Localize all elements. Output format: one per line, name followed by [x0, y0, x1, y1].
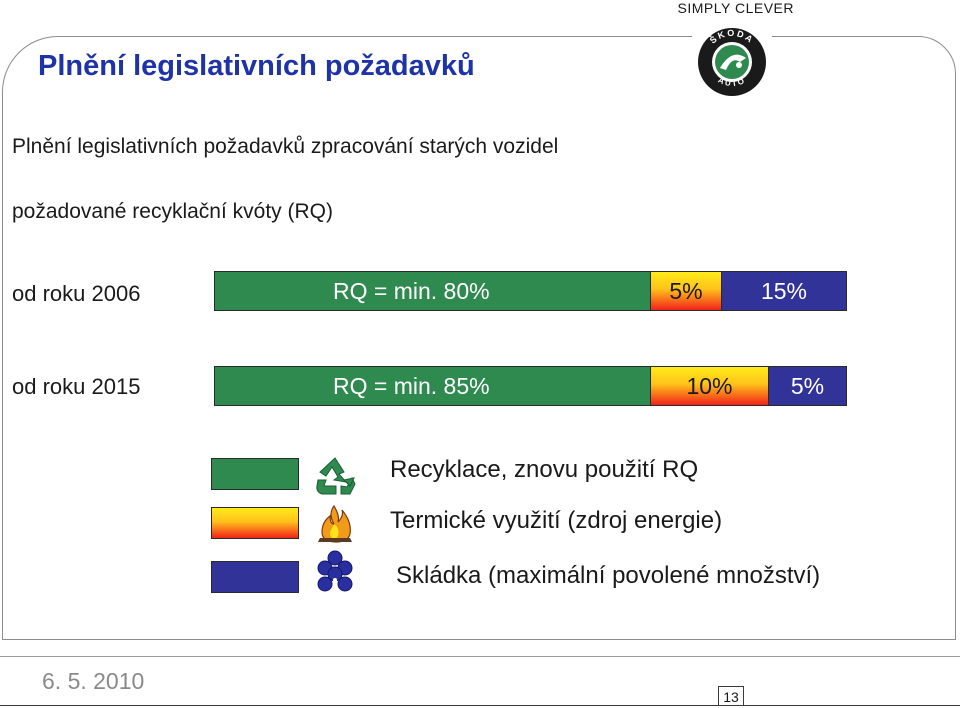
- footer-baseline: [0, 705, 960, 706]
- subtitle-secondary: požadované recyklační kvóty (RQ): [12, 200, 333, 223]
- slide-title: Plnění legislativních požadavků: [38, 50, 475, 82]
- legend-text-landfill: Skládka (maximální povolené množství): [396, 562, 821, 589]
- flame-icon: [318, 504, 352, 543]
- row-label-2015: od roku 2015: [12, 374, 141, 399]
- segment-recycling: RQ = min. 85%: [215, 367, 650, 405]
- quota-bar-2006: RQ = min. 80% 5% 15%: [214, 271, 847, 311]
- page-number: 13: [718, 686, 744, 706]
- row-label-2006: od roku 2006: [12, 281, 141, 306]
- recycle-icon: [316, 457, 356, 495]
- segment-landfill: 5%: [768, 367, 846, 405]
- quota-bar-2015: RQ = min. 85% 10% 5%: [214, 366, 847, 406]
- landfill-icon: [317, 550, 353, 592]
- legend-text-thermal: Termické využití (zdroj energie): [390, 507, 723, 534]
- brand-slogan: SIMPLY CLEVER: [677, 0, 794, 16]
- footer-date: 6. 5. 2010: [42, 668, 145, 694]
- segment-landfill: 15%: [721, 272, 846, 310]
- segment-thermal: 5%: [650, 272, 721, 310]
- legend-swatch-recycling: [211, 458, 299, 490]
- svg-text:AUTO: AUTO: [717, 75, 748, 88]
- segment-recycling: RQ = min. 80%: [215, 272, 650, 310]
- legend-swatch-landfill: [211, 561, 299, 593]
- legend-text-recycling: Recyklace, znovu použití RQ: [390, 456, 699, 483]
- footer-divider: [0, 656, 960, 657]
- skoda-logo: ŠKODA AUTO: [692, 18, 772, 98]
- slide-frame: [2, 36, 956, 640]
- legend-swatch-thermal: [211, 507, 299, 539]
- subtitle-primary: Plnění legislativních požadavků zpracová…: [12, 135, 559, 158]
- segment-thermal: 10%: [650, 367, 768, 405]
